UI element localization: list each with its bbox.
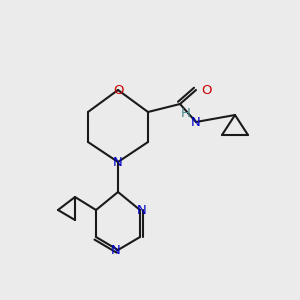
Text: N: N [137,203,147,217]
Text: N: N [111,244,121,256]
Text: O: O [201,83,211,97]
Text: N: N [113,155,123,169]
Text: H: H [181,107,191,120]
Text: O: O [113,83,123,97]
Text: N: N [191,116,201,128]
